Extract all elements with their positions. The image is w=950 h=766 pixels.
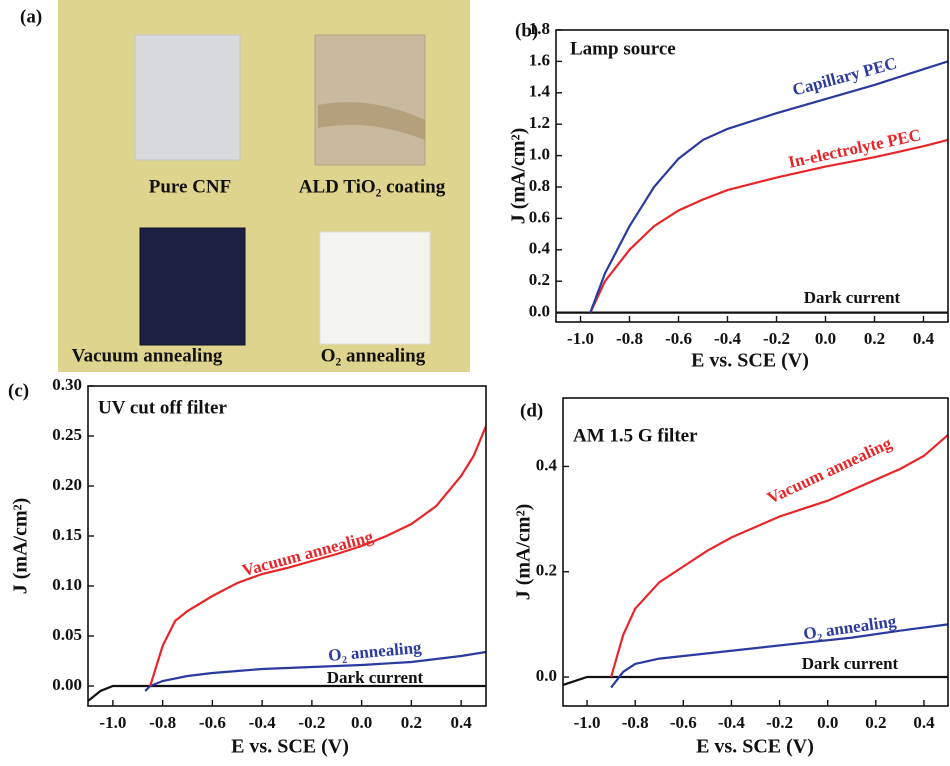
annotation: In-electrolyte PEC: [787, 125, 923, 172]
y-tick-label: 0.20: [52, 475, 82, 494]
y-tick-label: 0.8: [529, 176, 550, 195]
sample: [315, 35, 425, 165]
x-axis-title: E vs. SCE (V): [696, 736, 814, 758]
x-tick-label: -0.2: [766, 713, 793, 732]
x-tick-label: -0.8: [149, 713, 176, 732]
data-line: [611, 435, 948, 677]
x-tick-label: -0.2: [298, 713, 325, 732]
caption: O₂ annealing: [321, 345, 426, 366]
sample: [140, 228, 245, 345]
annotation: Dark current: [802, 654, 899, 673]
caption: Pure CNF: [149, 176, 232, 197]
annotation: Vacuum annealing: [764, 433, 895, 507]
x-tick-label: 0.0: [351, 713, 372, 732]
panel-label: (a): [20, 6, 42, 27]
y-tick-label: 0.15: [52, 525, 82, 544]
y-tick-label: 0.2: [529, 270, 550, 289]
chart: (c) -1.0 -0.8 -0.6 -0.4 -0.2 0.0 0.2 0.4 0.00 0.05…: [8, 375, 486, 758]
x-tick-label: -0.8: [616, 329, 643, 348]
y-tick-label: 0.25: [52, 425, 82, 444]
annotation: Lamp source: [570, 38, 676, 59]
x-tick-label: -0.4: [718, 713, 745, 732]
annotation: Dark current: [327, 668, 424, 687]
data-line: [590, 61, 948, 312]
plot-frame: [88, 386, 486, 706]
y-tick-label: 0.30: [52, 375, 82, 394]
x-tick-label: -0.6: [670, 713, 697, 732]
sample: [135, 35, 240, 160]
x-axis-title: E vs. SCE (V): [691, 350, 809, 372]
x-tick-label: -1.0: [99, 713, 126, 732]
annotation: Vacuum annealing: [240, 527, 376, 580]
x-tick-label: -1.0: [574, 713, 601, 732]
chart: (d) -1.0 -0.8 -0.6 -0.4 -0.2 0.0 0.2 0.4 0.0 0.2 0.…: [513, 398, 948, 758]
y-axis-title: J (mA/cm²): [513, 504, 535, 601]
panel-label: (c): [8, 380, 29, 401]
y-tick-label: 1.0: [529, 144, 550, 163]
y-tick-label: 0.4: [529, 239, 551, 258]
x-axis-title: E vs. SCE (V): [231, 736, 349, 758]
y-tick-label: 1.8: [529, 19, 550, 38]
y-tick-label: 1.2: [529, 113, 550, 132]
y-tick-label: 0.6: [529, 207, 550, 226]
y-tick-label: 0.00: [52, 675, 82, 694]
x-tick-label: 0.2: [401, 713, 422, 732]
x-tick-label: 0.4: [913, 329, 935, 348]
y-tick-label: 0.10: [52, 575, 82, 594]
x-tick-label: 0.4: [451, 713, 473, 732]
x-tick-label: -1.0: [567, 329, 594, 348]
figure: (a) Pure CNF ALD TiO₂ coating Vacuum ann…: [0, 0, 950, 766]
panel-label: (d): [520, 400, 543, 421]
x-tick-label: 0.0: [815, 329, 836, 348]
y-tick-label: 0.0: [529, 301, 550, 320]
annotation: Dark current: [804, 288, 901, 307]
y-axis-title: J (mA/cm²): [508, 128, 530, 225]
sample: [320, 232, 430, 344]
y-tick-label: 0.2: [536, 561, 557, 580]
caption: Vacuum annealing: [72, 345, 223, 366]
x-tick-label: 0.2: [864, 329, 885, 348]
annotation: UV cut off filter: [98, 397, 227, 418]
x-tick-label: 0.2: [865, 713, 886, 732]
x-tick-label: 0.0: [817, 713, 838, 732]
x-tick-label: -0.4: [249, 713, 276, 732]
y-tick-label: 0.4: [536, 455, 558, 474]
caption: ALD TiO₂ coating: [299, 176, 446, 197]
x-tick-label: -0.8: [622, 713, 649, 732]
x-tick-label: -0.6: [665, 329, 692, 348]
annotation: AM 1.5 G filter: [573, 425, 698, 446]
y-tick-label: 1.4: [529, 82, 551, 101]
annotation: O₂ annealing: [327, 638, 422, 665]
y-tick-label: 0.05: [52, 625, 82, 644]
y-tick-label: 0.0: [536, 666, 557, 685]
x-tick-label: -0.2: [763, 329, 790, 348]
x-tick-label: 0.4: [913, 713, 935, 732]
y-axis-title: J (mA/cm²): [10, 498, 32, 595]
x-tick-label: -0.4: [714, 329, 741, 348]
data-line: [590, 140, 948, 313]
y-tick-label: 1.6: [529, 50, 550, 69]
photo-panel: (a) Pure CNF ALD TiO₂ coating Vacuum ann…: [20, 0, 470, 372]
x-tick-label: -0.6: [199, 713, 226, 732]
data-line: [563, 677, 948, 685]
